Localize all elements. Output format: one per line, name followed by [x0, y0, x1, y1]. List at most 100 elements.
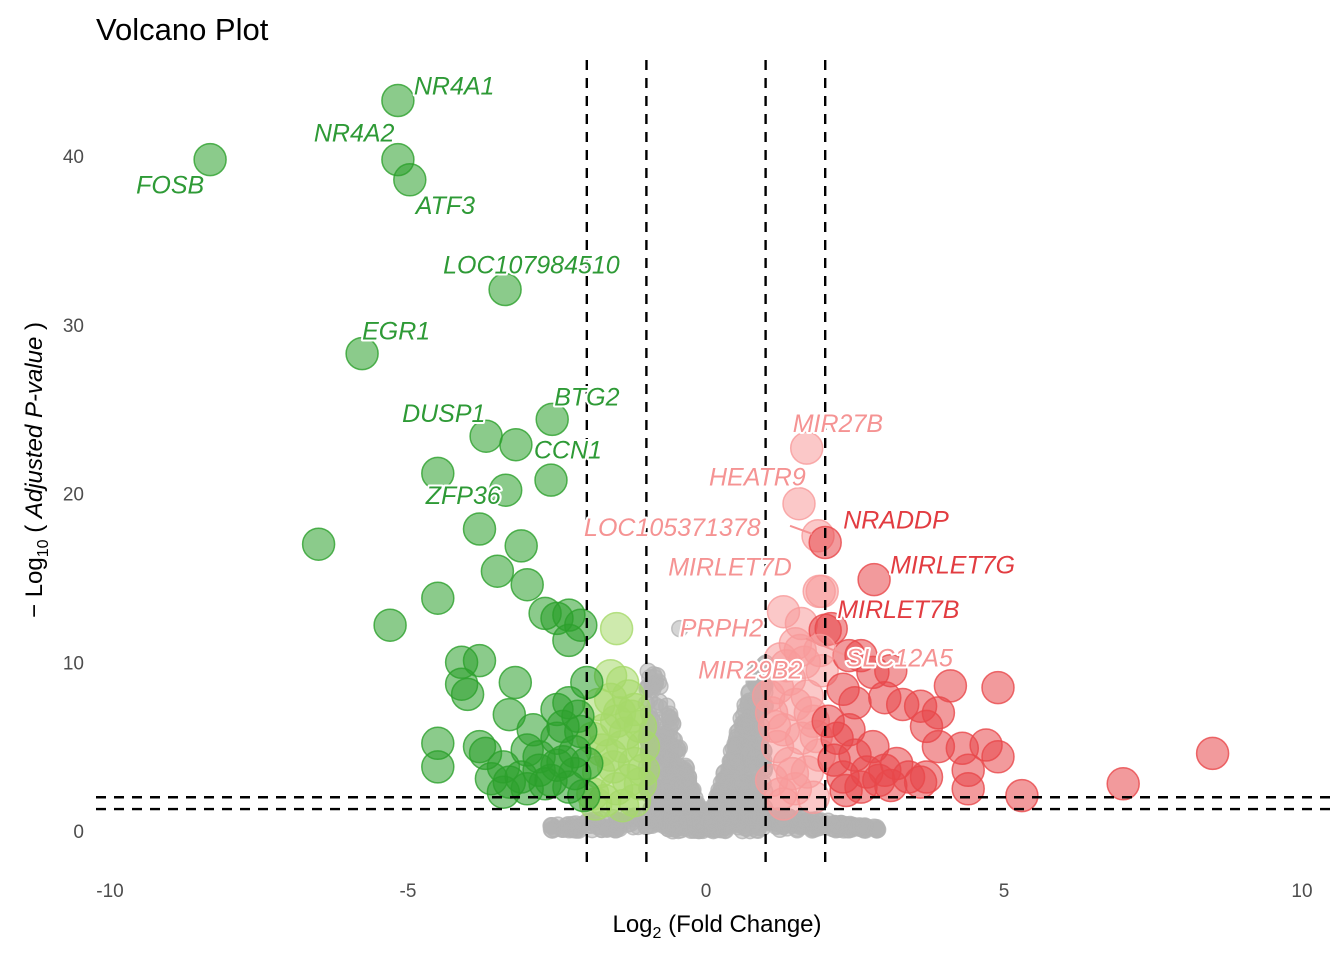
neutral-point: [667, 774, 686, 792]
down-strong-point: [516, 713, 550, 747]
down-strong-point: [492, 765, 527, 799]
labeled-gene-point: [393, 163, 427, 197]
up-strong-point: [981, 670, 1015, 705]
labeled-gene-point: [808, 525, 842, 560]
up-weak-point: [757, 709, 792, 744]
down-strong-point: [301, 527, 336, 561]
x-axis-title: Log2 (Fold Change): [612, 911, 821, 942]
x-tick-label: 0: [701, 881, 712, 902]
labeled-gene-point: [535, 402, 569, 437]
gene-label: CCN1: [534, 437, 602, 465]
up-strong-point: [1005, 778, 1039, 813]
y-tick-label: 30: [63, 316, 84, 337]
y-tick-label: 10: [63, 653, 84, 674]
x-axis-title-rest: (Fold Change): [661, 911, 821, 938]
down-strong-point: [421, 581, 455, 615]
threshold-lines: [96, 60, 1330, 866]
gene-label: LOC107984510: [443, 251, 620, 279]
gene-label: HEATR9: [709, 464, 806, 492]
gene-label: NR4A1: [414, 73, 495, 101]
down-strong-point: [567, 778, 601, 813]
gene-label: ATF3: [414, 192, 475, 220]
y-axis-title-sub: 10: [35, 539, 52, 557]
down-strong-point: [510, 567, 544, 602]
labeled-gene-point: [783, 633, 817, 668]
x-axis-title-base: Log: [612, 911, 652, 938]
neutral-point: [749, 659, 768, 678]
gene-label: ZFP36: [425, 482, 501, 510]
gene-label: MIRLET7D: [668, 553, 792, 581]
y-tick-label: 20: [63, 485, 84, 506]
down-strong-point: [492, 697, 527, 732]
label-connector: [789, 524, 813, 535]
x-tick-label: -5: [400, 881, 417, 902]
gene-label: LOC105371378: [584, 514, 761, 542]
y-axis-title-italic: Adjusted P-value: [21, 337, 48, 520]
x-tick-label: 10: [1291, 881, 1312, 902]
x-axis-ticks: -10 -5 0 5 10: [96, 881, 1312, 902]
labeled-gene-point: [499, 427, 533, 462]
up-strong-point: [832, 713, 866, 747]
data-points: [193, 83, 1230, 840]
down-strong-point: [534, 463, 568, 497]
gene-label: SLC12A5: [846, 644, 953, 672]
gene-labels: FOSB NR4A1 NR4A2 ATF3 LOC107984510 EGR1 BTG2 DU…: [134, 71, 1017, 687]
labeled-gene-point: [671, 619, 689, 638]
up-weak-point: [763, 777, 798, 811]
gene-label: MIRLET7B: [837, 596, 959, 624]
down-weak-point: [602, 696, 637, 730]
gene-label: MIRLET7G: [890, 552, 1015, 580]
neutral-point: [610, 819, 629, 838]
x-tick-label: -10: [96, 881, 123, 902]
labeled-gene-point: [193, 142, 227, 177]
labeled-gene-point: [345, 336, 379, 371]
labeled-gene-point: [805, 574, 839, 609]
gene-label: MIR29B2: [698, 656, 802, 684]
down-strong-point: [480, 554, 515, 588]
up-strong-point: [1195, 736, 1230, 771]
labeled-gene-point: [782, 486, 816, 521]
neutral-point: [651, 698, 669, 717]
up-strong-point: [933, 669, 968, 703]
down-strong-point: [421, 456, 455, 491]
chart-title: Volcano Plot: [96, 12, 269, 47]
y-axis-title-minus: − Log: [21, 557, 48, 618]
neutral-point: [669, 821, 688, 840]
neutral-point: [556, 819, 574, 838]
labeled-gene-point: [381, 83, 415, 118]
neutral-point: [660, 747, 679, 765]
neutral-point: [660, 709, 679, 728]
up-strong-point: [817, 743, 851, 777]
neutral-point: [803, 812, 821, 830]
gene-label: BTG2: [554, 383, 619, 411]
down-weak-point: [599, 611, 634, 646]
down-weak-point: [626, 729, 661, 764]
label-connector: [805, 637, 845, 656]
gene-label: NR4A2: [314, 120, 395, 148]
down-strong-point: [528, 767, 562, 801]
down-strong-point: [421, 750, 455, 784]
x-axis-title-sub: 2: [653, 925, 662, 942]
gene-label: MIR27B: [793, 410, 883, 438]
up-strong-point: [829, 773, 863, 808]
up-strong-point: [951, 772, 985, 806]
down-strong-point: [462, 643, 497, 678]
y-tick-label: 40: [63, 147, 84, 168]
gene-label: PRPH2: [680, 615, 763, 643]
neutral-point: [748, 808, 767, 826]
neutral-point: [849, 818, 868, 837]
down-strong-point: [450, 677, 485, 712]
neutral-point: [593, 820, 611, 839]
labeled-gene-point: [488, 473, 523, 507]
neutral-point: [645, 668, 664, 687]
y-axis-title-close: ): [21, 322, 48, 337]
up-strong-point: [868, 753, 902, 788]
down-strong-point: [552, 686, 586, 720]
up-strong-point: [981, 740, 1015, 774]
down-strong-point: [462, 512, 497, 546]
labeled-gene-point: [857, 562, 891, 597]
gene-label: NRADDP: [843, 507, 949, 535]
down-strong-point: [564, 608, 598, 642]
x-tick-label: 5: [999, 881, 1010, 902]
neutral-point: [748, 791, 766, 810]
